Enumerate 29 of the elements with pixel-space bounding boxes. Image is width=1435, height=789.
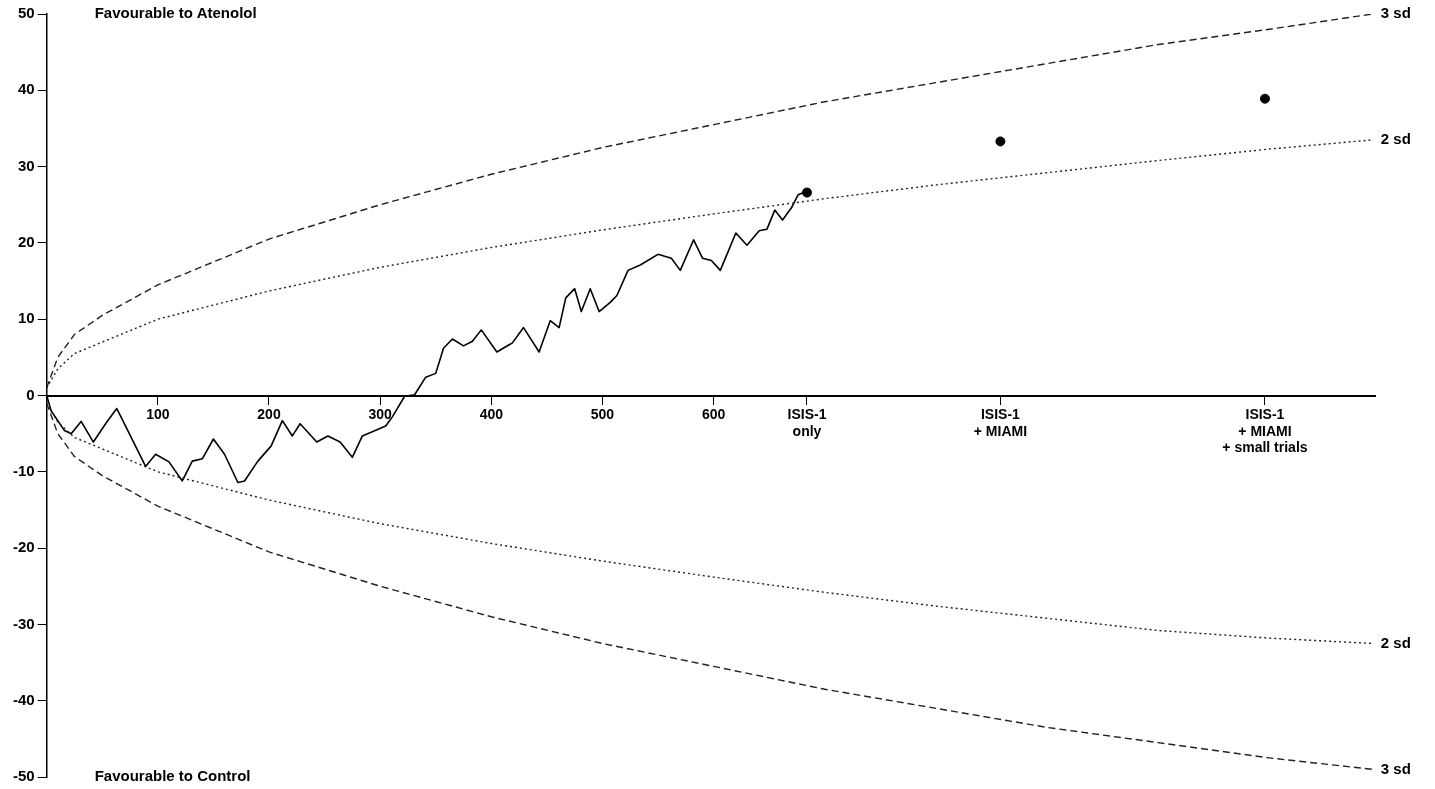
y-tick-label: -20 xyxy=(12,538,35,556)
series-label: 3 sd xyxy=(1380,759,1411,777)
y-tick-label: 30 xyxy=(17,156,35,174)
x-tick-label: 600 xyxy=(701,405,726,422)
x-tick-label: 500 xyxy=(590,405,615,422)
x-tick-label: 400 xyxy=(479,405,504,422)
y-tick-label: 0 xyxy=(26,385,35,403)
x-tick-label: ISIS-1 + MIAMI + small trials xyxy=(1222,405,1308,456)
point xyxy=(1259,93,1270,104)
y-tick-label: 40 xyxy=(17,80,35,98)
series-label: 2 sd xyxy=(1380,130,1411,148)
point xyxy=(995,136,1006,147)
x-tick-label: 200 xyxy=(257,405,281,422)
x-tick-label: ISIS-1 only xyxy=(787,405,827,439)
y-tick-label: -30 xyxy=(12,614,35,632)
annotation: Favourable to Atenolol xyxy=(94,4,257,22)
y-tick-label: 20 xyxy=(17,233,35,251)
x-tick-label: ISIS-1 + MIAMI xyxy=(973,405,1028,439)
y-tick-label: 10 xyxy=(17,309,35,327)
y-tick-label: -50 xyxy=(12,767,35,785)
annotation: Favourable to Control xyxy=(94,767,251,785)
series-label: 3 sd xyxy=(1380,4,1411,22)
point xyxy=(801,187,812,198)
x-tick-label: 300 xyxy=(368,405,393,422)
series-label: 2 sd xyxy=(1380,633,1411,651)
y-tick-label: -40 xyxy=(12,690,35,708)
y-tick-label: 50 xyxy=(17,4,35,22)
x-tick-label: 100 xyxy=(146,405,170,422)
y-tick-label: -10 xyxy=(12,461,35,479)
